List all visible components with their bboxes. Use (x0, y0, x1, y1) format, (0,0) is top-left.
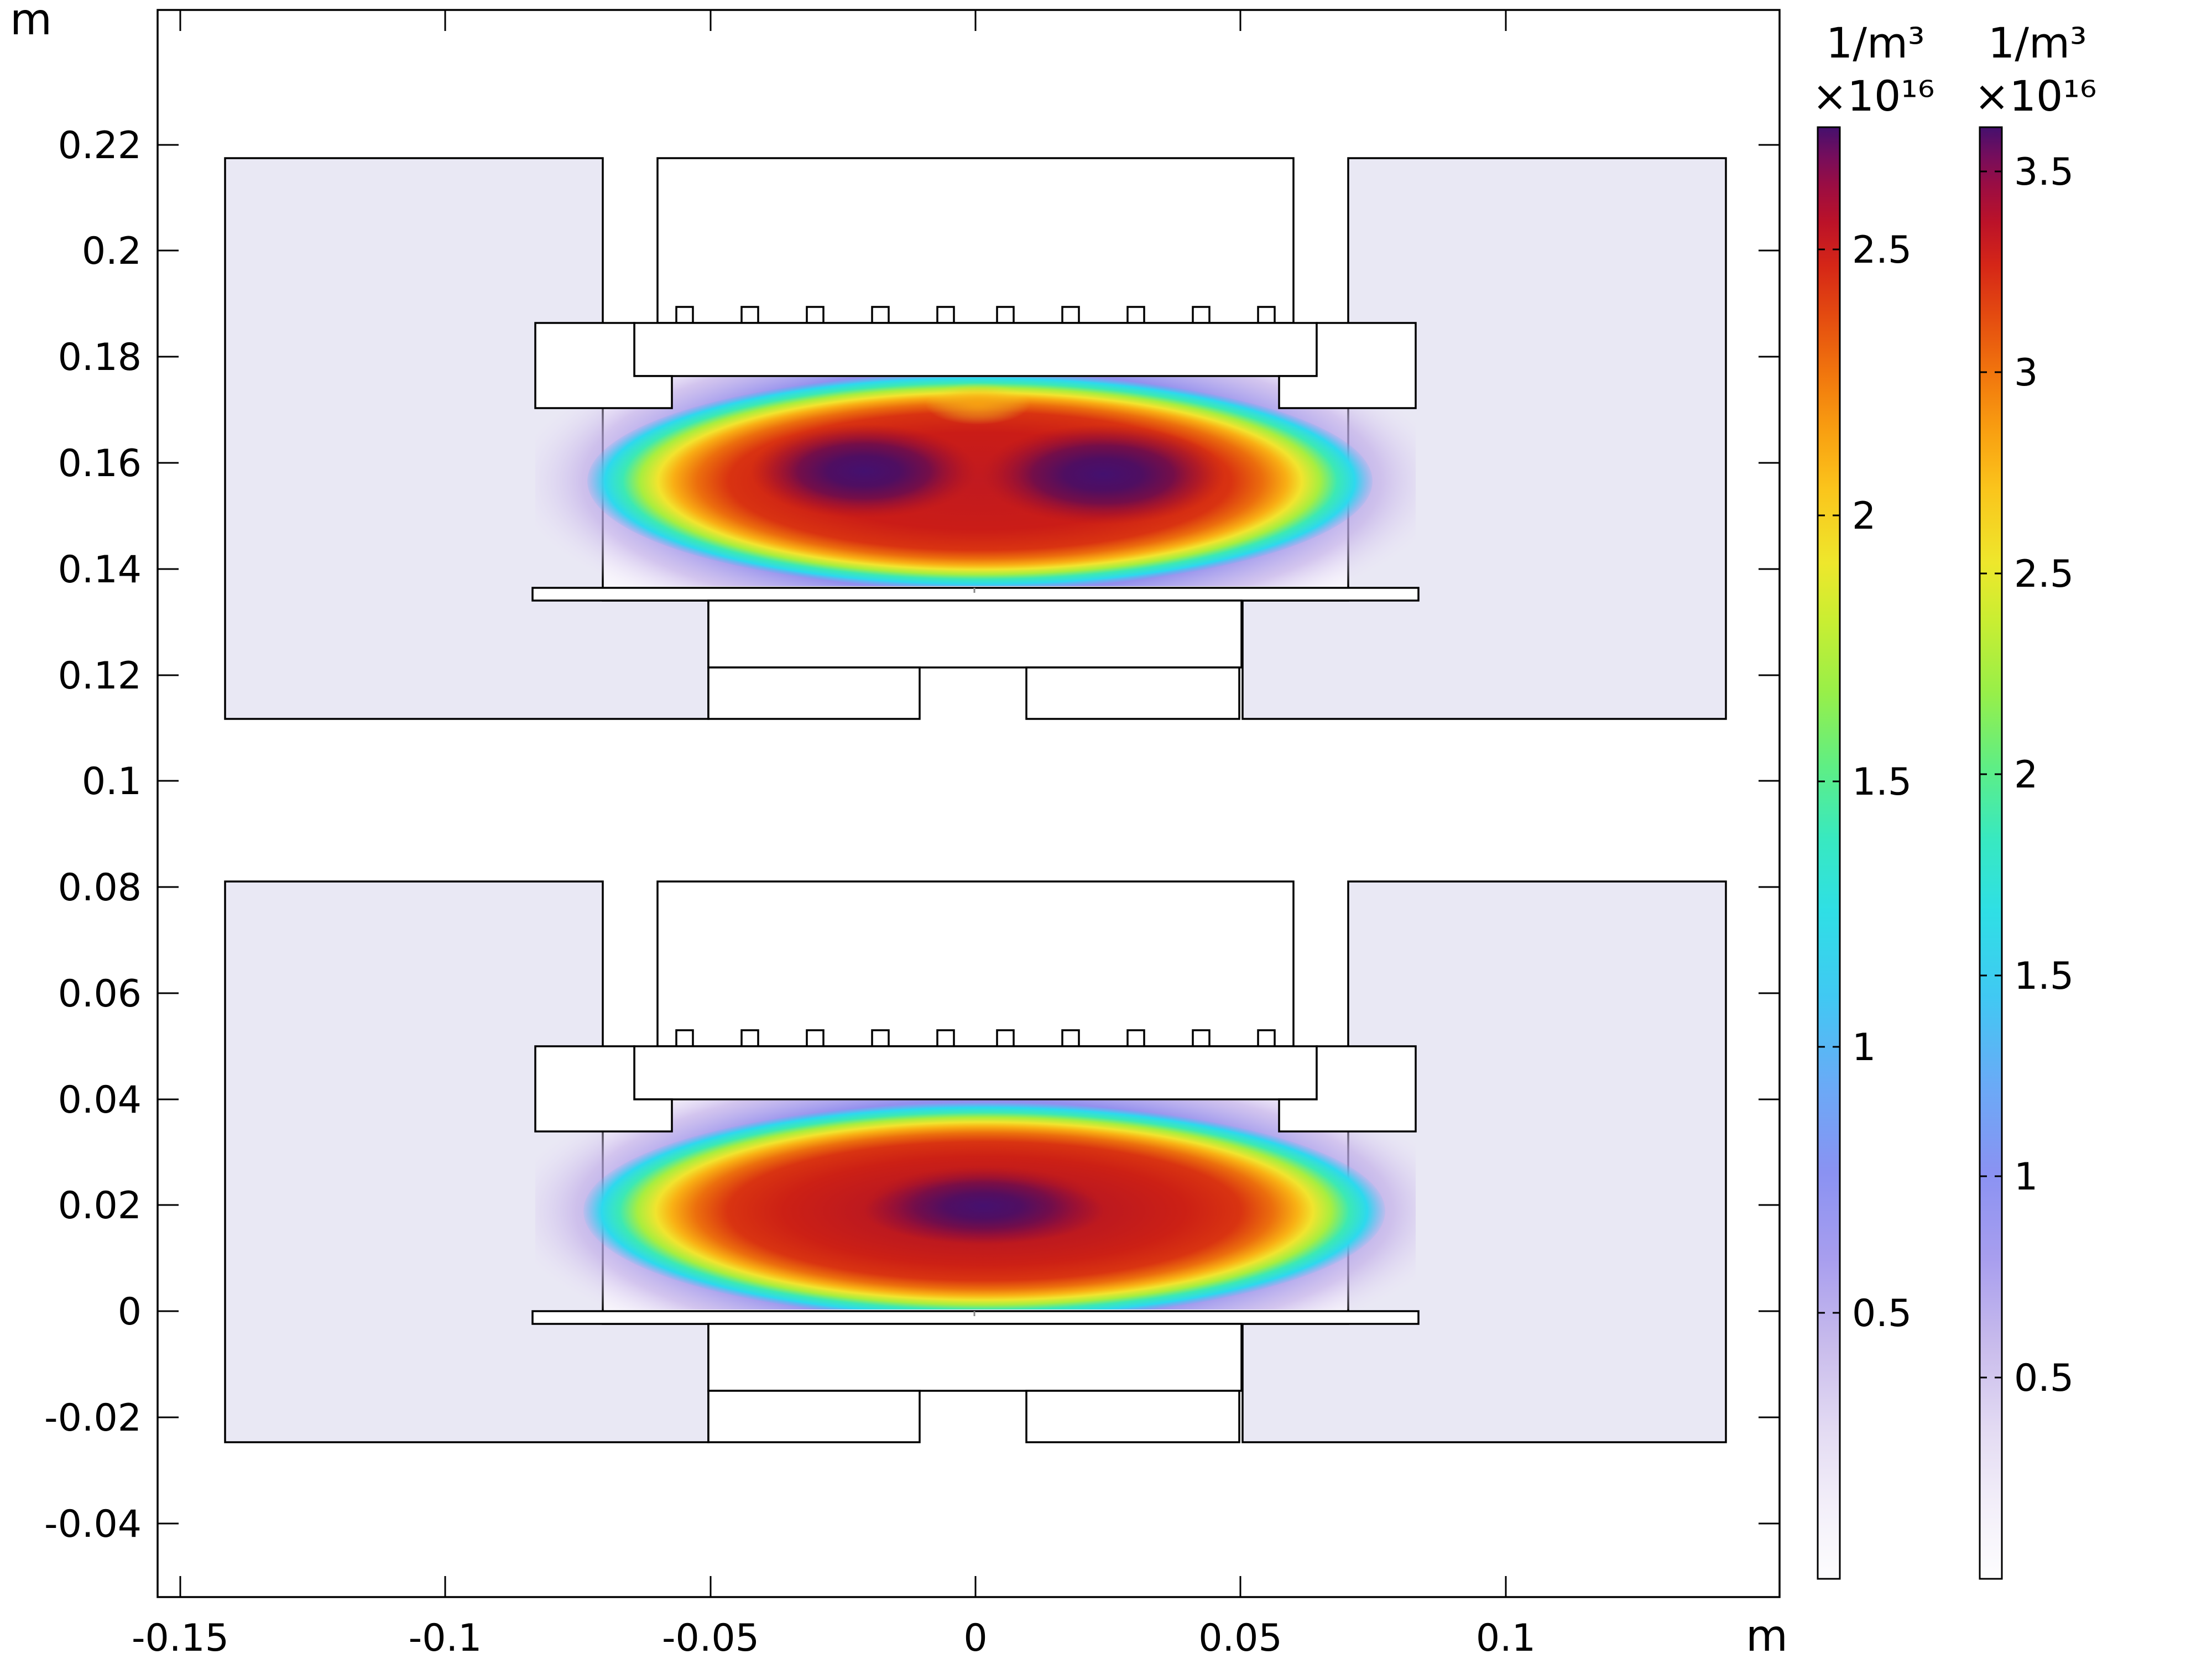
y-tick-label: 0.12 (58, 654, 142, 698)
x-tick-label: -0.1 (409, 1616, 482, 1659)
density-core (864, 1166, 1102, 1245)
colorbar-tick-label: 3.5 (2014, 150, 2074, 194)
electron-density-upper (535, 377, 1416, 586)
y-tick-label: 0.18 (58, 336, 142, 379)
colorbar-scale: ×10¹⁶ (1974, 71, 2096, 121)
y-axis-ticks-left (158, 144, 179, 1525)
lower-reactor (224, 880, 1727, 1443)
x-axis-ticks-top (179, 10, 1507, 31)
colorbar-tick-label: 2.5 (2014, 552, 2074, 596)
colorbar-gradient (1817, 126, 1841, 1580)
colorbar-tick-label: 1.5 (1852, 760, 1912, 804)
colorbar-tick-label: 2 (2014, 753, 2038, 797)
colorbar-lower: 1/m³ ×10¹⁶ 3.5 3 2.5 2 1.5 1 0.5 (1974, 18, 2096, 1580)
colorbar-unit: 1/m³ (1988, 18, 2086, 67)
colorbar-gradient (1979, 126, 2003, 1580)
x-axis-ticks-bottom (179, 1576, 1507, 1597)
x-tick-label: -0.15 (132, 1616, 229, 1659)
density-core-left (750, 424, 977, 518)
x-tick-label: 0 (963, 1616, 987, 1659)
x-axis-unit: m (1746, 1611, 1788, 1659)
x-tick-label: 0.05 (1198, 1616, 1282, 1659)
y-tick-label: -0.04 (44, 1503, 142, 1546)
density-core-right (982, 425, 1225, 524)
colorbar-ticks (1818, 248, 1840, 1314)
colorbar-tick-label: 1.5 (2014, 954, 2074, 998)
y-axis-labels: 0.22 0.2 0.18 0.16 0.14 0.12 0.1 0.08 0.… (44, 124, 142, 1546)
y-tick-label: 0.04 (58, 1078, 142, 1122)
y-axis-ticks-right (1759, 144, 1780, 1525)
x-axis (179, 10, 1507, 1597)
y-tick-label: 0.14 (58, 548, 142, 592)
upper-reactor (224, 157, 1727, 720)
colorbar-tick-label: 1 (2014, 1155, 2038, 1199)
y-tick-label: 0.1 (82, 760, 142, 804)
colorbar-tick-label: 2.5 (1852, 228, 1912, 272)
colorbar-tick-label: 0.5 (2014, 1357, 2074, 1400)
colorbar-ticks (1980, 170, 2002, 1379)
y-tick-label: 0.16 (58, 442, 142, 486)
x-axis-labels: -0.15 -0.1 -0.05 0 0.05 0.1 m (132, 1611, 1788, 1659)
colorbar-scale: ×10¹⁶ (1812, 71, 1934, 121)
x-tick-label: -0.05 (662, 1616, 759, 1659)
y-tick-label: -0.02 (44, 1396, 142, 1440)
density-notch (925, 383, 1030, 425)
y-tick-label: 0.08 (58, 866, 142, 910)
y-tick-label: 0.06 (58, 972, 142, 1016)
y-axis-unit: m (10, 0, 52, 45)
y-tick-label: 0.2 (82, 229, 142, 273)
colorbar-tick-label: 0.5 (1852, 1292, 1912, 1335)
colorbar-tick-label: 2 (1852, 494, 1876, 538)
y-tick-label: 0.22 (58, 124, 142, 168)
colorbar-unit: 1/m³ (1826, 18, 1924, 67)
colorbar-upper: 1/m³ ×10¹⁶ 2.5 2 1.5 1 0.5 (1812, 18, 1934, 1580)
y-tick-label: 0 (118, 1290, 142, 1334)
y-axis (158, 144, 1780, 1525)
y-tick-label: 0.02 (58, 1184, 142, 1228)
colorbar-tick-label: 1 (1852, 1026, 1876, 1070)
x-tick-label: 0.1 (1476, 1616, 1536, 1659)
electron-density-lower (535, 1100, 1416, 1310)
colorbar-tick-label: 3 (2014, 351, 2038, 395)
density-body (587, 377, 1373, 586)
